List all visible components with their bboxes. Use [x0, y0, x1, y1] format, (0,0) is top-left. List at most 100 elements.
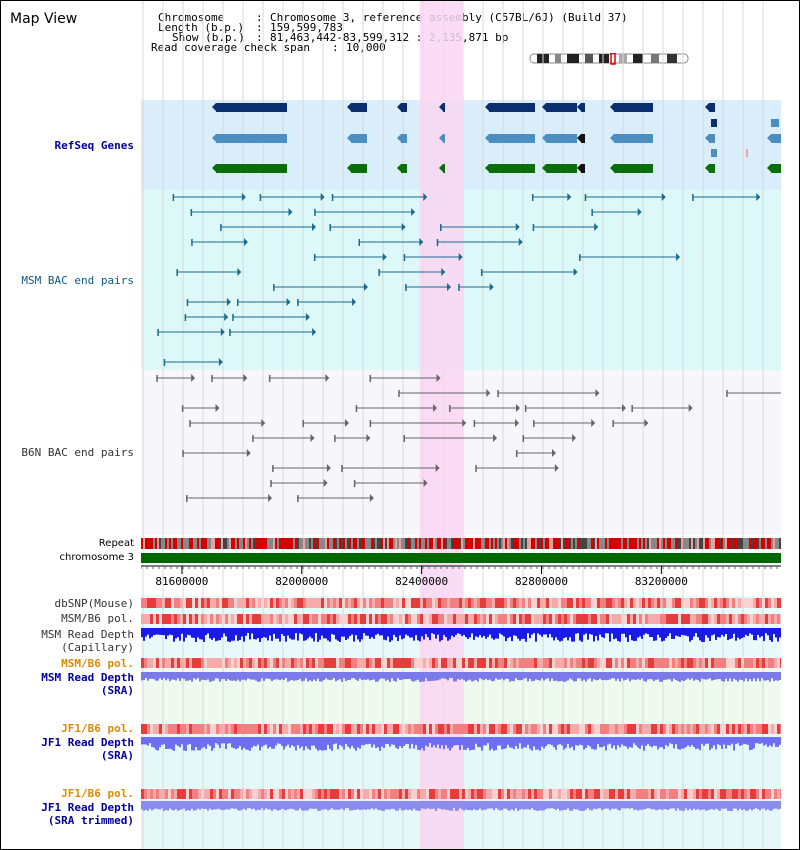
read-depth-bar — [459, 672, 461, 680]
repeat-element — [655, 538, 657, 549]
polymorphism-cell — [717, 789, 720, 799]
polymorphism-cell — [603, 598, 606, 608]
polymorphism-cell — [357, 658, 360, 668]
track-label-msm-depth-cap[interactable]: MSM Read Depth — [41, 628, 134, 641]
track-label-repeat[interactable]: Repeat — [98, 538, 134, 549]
read-depth-bar — [725, 737, 727, 749]
polymorphism-cell — [336, 598, 339, 608]
read-depth-bar — [777, 628, 779, 642]
read-depth-bar — [401, 628, 403, 640]
repeat-element — [507, 538, 509, 549]
read-depth-bar — [555, 801, 557, 810]
read-depth-bar — [663, 672, 665, 680]
read-depth-bar — [685, 672, 687, 680]
track-label-jf1-pol-1[interactable]: JF1/B6 pol. — [61, 722, 134, 735]
read-depth-bar — [395, 801, 397, 811]
polymorphism-cell — [546, 614, 549, 624]
repeat-element — [359, 538, 361, 549]
polymorphism-cell — [204, 724, 207, 734]
read-depth-bar — [429, 628, 431, 641]
read-depth-bar — [187, 801, 189, 811]
polymorphism-cell — [198, 724, 201, 734]
read-depth-bar — [499, 628, 501, 634]
bac-end — [436, 239, 439, 246]
read-depth-bar — [319, 737, 321, 750]
polymorphism-cell — [333, 598, 336, 608]
read-depth-bar — [429, 801, 431, 810]
repeat-element — [659, 538, 661, 549]
track-label-msm-depth-sra[interactable]: MSM Read Depth — [41, 671, 134, 684]
track-label-chromosome[interactable]: chromosome 3 — [59, 552, 134, 563]
read-depth-bar — [195, 737, 197, 747]
polymorphism-cell — [285, 658, 288, 668]
polymorphism-cell — [162, 789, 165, 799]
polymorphism-cell — [345, 614, 348, 624]
repeat-element — [665, 538, 667, 549]
read-depth-bar — [309, 801, 311, 809]
read-depth-bar — [191, 737, 193, 751]
read-depth-bar — [347, 801, 349, 809]
read-depth-bar — [263, 672, 265, 681]
polymorphism-cell — [651, 614, 654, 624]
bac-end — [272, 465, 274, 472]
track-label-refseq[interactable]: RefSeq Genes — [54, 139, 134, 152]
polymorphism-cell — [741, 598, 744, 608]
read-depth-bar — [755, 737, 757, 744]
read-depth-bar — [747, 737, 749, 745]
track-label-msm-pol[interactable]: MSM/B6 pol. — [61, 612, 134, 625]
bac-end — [612, 420, 614, 427]
read-depth-bar — [147, 672, 149, 681]
read-depth-bar — [441, 801, 443, 810]
read-depth-bar — [467, 672, 469, 681]
polymorphism-cell — [570, 658, 573, 668]
track-label-jf1-depth-2[interactable]: JF1 Read Depth — [41, 801, 134, 814]
track-label-b6n-bac[interactable]: B6N BAC end pairs — [21, 446, 134, 459]
read-depth-bar — [349, 801, 351, 811]
polymorphism-cell — [753, 598, 756, 608]
gene-strand-arrow — [212, 134, 216, 142]
polymorphism-cell — [747, 614, 750, 624]
read-depth-bar — [291, 737, 293, 746]
read-depth-bar — [201, 628, 203, 640]
polymorphism-cell — [255, 598, 258, 608]
read-depth-bar — [379, 737, 381, 751]
polymorphism-cell — [489, 598, 492, 608]
track-label-dbsnp[interactable]: dbSNP(Mouse) — [54, 597, 134, 610]
read-depth-bar — [167, 801, 169, 811]
read-depth-bar — [449, 628, 451, 640]
read-depth-bar — [437, 672, 439, 681]
polymorphism-cell — [696, 658, 699, 668]
polymorphism-cell — [303, 614, 306, 624]
gene-strand-arrow — [439, 103, 443, 111]
track-label-jf1-depth-1[interactable]: JF1 Read Depth — [41, 736, 134, 749]
bac-end-arrow — [446, 283, 451, 291]
polymorphism-cell — [600, 724, 603, 734]
polymorphism-cell — [342, 724, 345, 734]
gene-block — [401, 134, 407, 143]
polymorphism-cell — [462, 724, 465, 734]
read-depth-bar — [153, 801, 155, 810]
track-label-msm-bac[interactable]: MSM BAC end pairs — [21, 274, 134, 287]
polymorphism-cell — [303, 658, 306, 668]
repeat-element — [735, 538, 737, 549]
read-depth-bar — [547, 801, 549, 809]
polymorphism-cell — [591, 789, 594, 799]
read-depth-bar — [691, 672, 693, 679]
read-depth-bar — [311, 672, 313, 682]
repeat-element — [401, 538, 403, 549]
polymorphism-cell — [207, 598, 210, 608]
bac-end-arrow — [458, 253, 463, 261]
polymorphism-cell — [597, 724, 600, 734]
polymorphism-cell — [375, 658, 378, 668]
polymorphism-cell — [429, 614, 432, 624]
genome-track-panel[interactable]: 81600000 82000000 82400000 82800000 83200000 — [141, 1, 781, 849]
read-depth-bar — [405, 628, 407, 635]
repeat-element — [355, 538, 357, 549]
track-label-msm-pol-sra[interactable]: MSM/B6 pol. — [61, 657, 134, 670]
polymorphism-cell — [330, 658, 333, 668]
read-depth-bar — [665, 801, 667, 810]
read-depth-bar — [589, 737, 591, 747]
track-label-jf1-pol-2[interactable]: JF1/B6 pol. — [61, 787, 134, 800]
read-depth-bar — [535, 801, 537, 811]
polymorphism-cell — [699, 658, 702, 668]
